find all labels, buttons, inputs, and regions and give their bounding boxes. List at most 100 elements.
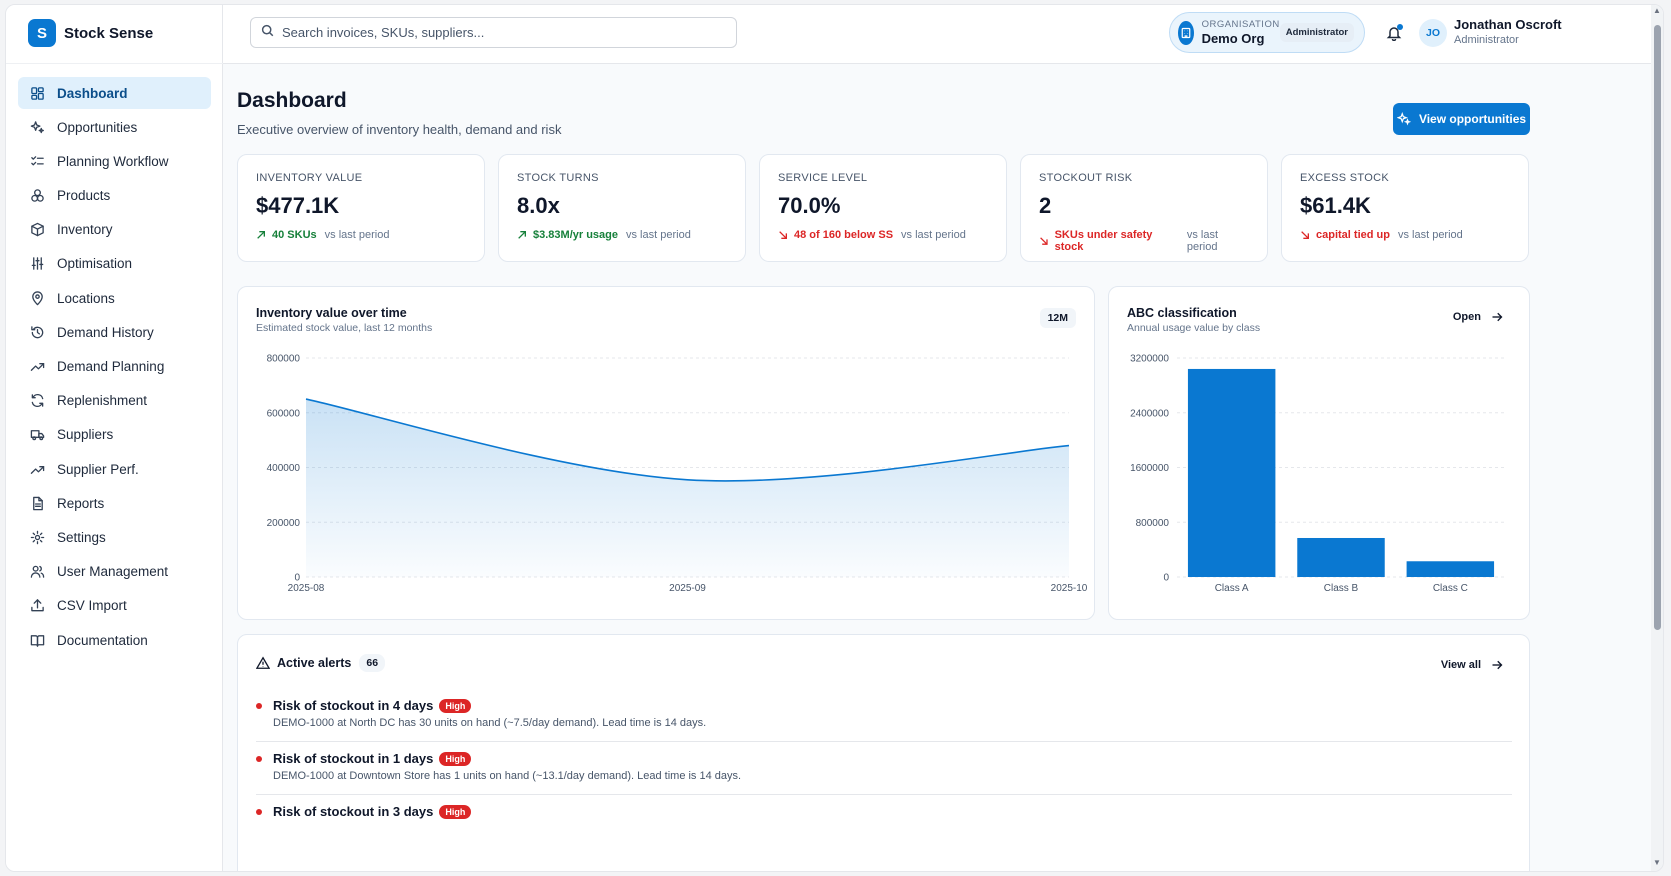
book-icon bbox=[29, 632, 45, 648]
notifications-button[interactable] bbox=[1383, 22, 1405, 44]
alert-description: DEMO-1000 at Downtown Store has 1 units … bbox=[273, 770, 742, 782]
kpi-label: STOCKOUT RISK bbox=[1039, 172, 1133, 184]
view-opportunities-button[interactable]: View opportunities bbox=[1393, 103, 1530, 135]
range-selector[interactable]: 12M bbox=[1039, 308, 1076, 328]
org-name: Demo Org bbox=[1201, 31, 1265, 46]
sidebar: S Stock Sense Dashboard Opportunities Plan… bbox=[6, 5, 223, 871]
bar-class-c bbox=[1406, 561, 1495, 577]
trend-up-icon bbox=[257, 231, 265, 239]
kpi-delta: SKUs under safety stock bbox=[1054, 229, 1153, 253]
trend-up-icon bbox=[518, 231, 526, 239]
alert-item[interactable]: Risk of stockout in 3 days High bbox=[256, 804, 1512, 823]
kpi-delta: capital tied up bbox=[1316, 229, 1390, 241]
map-pin-icon bbox=[29, 290, 45, 306]
card-subtitle: Estimated stock value, last 12 months bbox=[256, 322, 433, 334]
scroll-thumb[interactable] bbox=[1654, 25, 1661, 630]
sidebar-item-locations[interactable]: Locations bbox=[18, 282, 211, 314]
brand[interactable]: S Stock Sense bbox=[6, 5, 222, 61]
avatar[interactable]: JO bbox=[1419, 19, 1447, 47]
sidebar-item-user-management[interactable]: User Management bbox=[18, 556, 211, 588]
sidebar-item-supplier-perf[interactable]: Supplier Perf. bbox=[18, 453, 211, 485]
organisation-switcher[interactable]: ORGANISATION Demo Org Administrator bbox=[1169, 12, 1365, 53]
alert-item[interactable]: Risk of stockout in 1 days High DEMO-100… bbox=[256, 751, 1512, 782]
sidebar-item-optimisation[interactable]: Optimisation bbox=[18, 248, 211, 280]
sidebar-item-settings[interactable]: Settings bbox=[18, 521, 211, 553]
user-menu[interactable]: Jonathan Oscroft Administrator bbox=[1454, 17, 1562, 46]
severity-badge: High bbox=[439, 698, 472, 713]
trend-down-icon bbox=[1040, 237, 1048, 245]
alert-title: Risk of stockout in 3 days bbox=[273, 804, 434, 819]
divider bbox=[256, 741, 1512, 742]
sidebar-item-label: Reports bbox=[57, 495, 105, 511]
trend-down-icon bbox=[1301, 231, 1309, 239]
sidebar-item-suppliers[interactable]: Suppliers bbox=[18, 419, 211, 451]
scroll-down-arrow[interactable]: ▼ bbox=[1653, 858, 1661, 867]
scroll-up-arrow[interactable]: ▲ bbox=[1653, 6, 1661, 15]
checklist-icon bbox=[29, 153, 45, 169]
y-tick-label: 1600000 bbox=[1130, 463, 1169, 474]
sidebar-item-demand-history[interactable]: Demand History bbox=[18, 316, 211, 348]
kpi-row: INVENTORY VALUE $477.1K 40 SKUs vs last … bbox=[237, 154, 1530, 262]
kpi-period: vs last period bbox=[324, 229, 390, 241]
users-icon bbox=[29, 564, 45, 580]
dashboard-icon bbox=[29, 85, 45, 101]
warning-icon bbox=[256, 656, 270, 669]
x-tick-label: 2025-09 bbox=[669, 583, 706, 594]
sliders-icon bbox=[29, 256, 45, 272]
sidebar-item-label: User Management bbox=[57, 564, 169, 580]
sidebar-item-demand-planning[interactable]: Demand Planning bbox=[18, 351, 211, 383]
view-opportunities-label: View opportunities bbox=[1418, 112, 1527, 126]
y-tick-label: 600000 bbox=[267, 408, 301, 419]
x-tick-label: 2025-08 bbox=[288, 583, 325, 594]
sidebar-item-opportunities[interactable]: Opportunities bbox=[18, 111, 211, 143]
kpi-card: EXCESS STOCK $61.4K capital tied up vs l… bbox=[1281, 154, 1529, 262]
x-tick-label: Class A bbox=[1215, 583, 1249, 594]
sidebar-item-documentation[interactable]: Documentation bbox=[18, 624, 211, 656]
package-icon bbox=[29, 222, 45, 238]
sidebar-item-label: Supplier Perf. bbox=[57, 461, 139, 477]
search-input[interactable] bbox=[282, 25, 712, 40]
scrollbar[interactable]: ▲ ▼ bbox=[1651, 5, 1663, 871]
bar-class-a bbox=[1187, 368, 1276, 577]
y-tick-label: 800000 bbox=[1136, 518, 1170, 529]
trending-up-icon bbox=[29, 461, 45, 477]
sidebar-item-csv-import[interactable]: CSV Import bbox=[18, 590, 211, 622]
arrow-right-icon bbox=[1492, 312, 1503, 322]
sidebar-item-inventory[interactable]: Inventory bbox=[18, 214, 211, 246]
divider bbox=[6, 63, 223, 64]
kpi-delta: 40 SKUs bbox=[272, 229, 317, 241]
user-name: Jonathan Oscroft bbox=[1454, 17, 1562, 32]
search-box[interactable] bbox=[250, 17, 737, 48]
severity-dot bbox=[256, 702, 262, 709]
kpi-label: STOCK TURNS bbox=[517, 172, 599, 184]
sidebar-item-dashboard[interactable]: Dashboard bbox=[18, 77, 211, 109]
sidebar-item-reports[interactable]: Reports bbox=[18, 487, 211, 519]
sparkles-icon bbox=[1396, 112, 1411, 126]
sidebar-item-planning-workflow[interactable]: Planning Workflow bbox=[18, 145, 211, 177]
active-alerts-card: Active alerts 66 View all Risk of stocko… bbox=[237, 634, 1530, 871]
search-icon bbox=[261, 24, 274, 42]
severity-badge: High bbox=[439, 751, 472, 766]
y-tick-label: 3200000 bbox=[1130, 354, 1169, 365]
bar-class-b bbox=[1297, 537, 1385, 577]
alert-item[interactable]: Risk of stockout in 4 days High DEMO-100… bbox=[256, 698, 1512, 729]
sidebar-item-label: Products bbox=[57, 188, 111, 204]
x-tick-label: Class B bbox=[1324, 583, 1359, 594]
y-tick-label: 2400000 bbox=[1130, 408, 1169, 419]
x-tick-label: Class C bbox=[1433, 583, 1468, 594]
view-all-link[interactable]: View all bbox=[1441, 659, 1503, 671]
kpi-value: 2 bbox=[1039, 193, 1052, 218]
app-window: S Stock Sense Dashboard Opportunities Plan… bbox=[5, 4, 1664, 872]
upload-icon bbox=[29, 598, 45, 614]
sidebar-item-label: Optimisation bbox=[57, 256, 133, 272]
open-link[interactable]: Open bbox=[1453, 311, 1503, 323]
sidebar-item-replenishment[interactable]: Replenishment bbox=[18, 385, 211, 417]
kpi-value: 8.0x bbox=[517, 193, 560, 218]
severity-dot bbox=[256, 755, 262, 762]
card-title: Inventory value over time bbox=[256, 306, 407, 320]
sidebar-item-label: Locations bbox=[57, 290, 115, 306]
sidebar-item-products[interactable]: Products bbox=[18, 180, 211, 212]
y-tick-label: 400000 bbox=[267, 463, 301, 474]
refresh-icon bbox=[29, 393, 45, 409]
series-area bbox=[306, 399, 1069, 577]
